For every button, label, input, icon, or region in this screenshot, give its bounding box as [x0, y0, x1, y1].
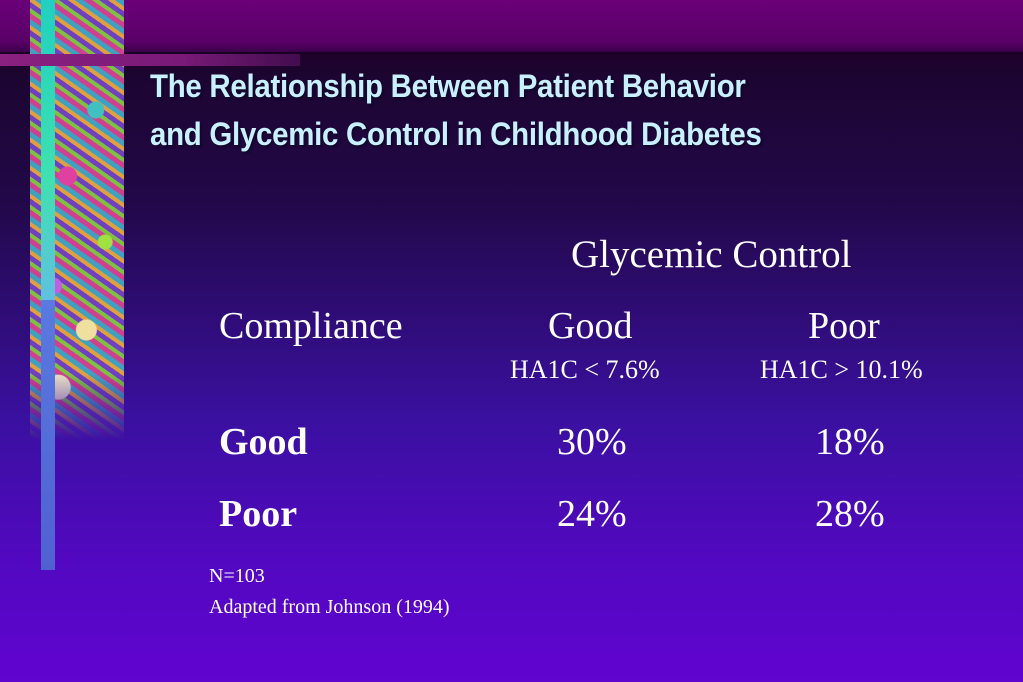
cell-good-good: 30% — [557, 421, 627, 463]
slide-title-line-1: The Relationship Between Patient Behavio… — [150, 68, 746, 104]
top-band — [0, 0, 1023, 52]
sample-size-note: N=103 — [209, 565, 265, 587]
row-label-poor: Poor — [219, 493, 298, 535]
column-header-poor: Poor — [808, 305, 880, 347]
slide-title-line-2: and Glycemic Control in Childhood Diabet… — [150, 116, 762, 152]
row-label-good: Good — [219, 421, 308, 463]
column-header-good: Good — [548, 305, 633, 347]
cell-good-poor: 18% — [815, 421, 885, 463]
slide-title: The Relationship Between Patient Behavio… — [150, 62, 762, 158]
source-note: Adapted from Johnson (1994) — [209, 596, 450, 618]
column-subheader-good: HA1C < 7.6% — [510, 355, 660, 384]
cell-poor-good: 24% — [557, 493, 627, 535]
cell-poor-poor: 28% — [815, 493, 885, 535]
column-subheader-poor: HA1C > 10.1% — [760, 355, 923, 384]
row-group-header: Compliance — [219, 305, 403, 347]
decorative-vertical-bar-lower — [41, 300, 55, 570]
decorative-horizontal-bar — [0, 54, 300, 66]
decorative-vertical-bar — [41, 0, 55, 300]
column-group-header: Glycemic Control — [571, 233, 852, 276]
